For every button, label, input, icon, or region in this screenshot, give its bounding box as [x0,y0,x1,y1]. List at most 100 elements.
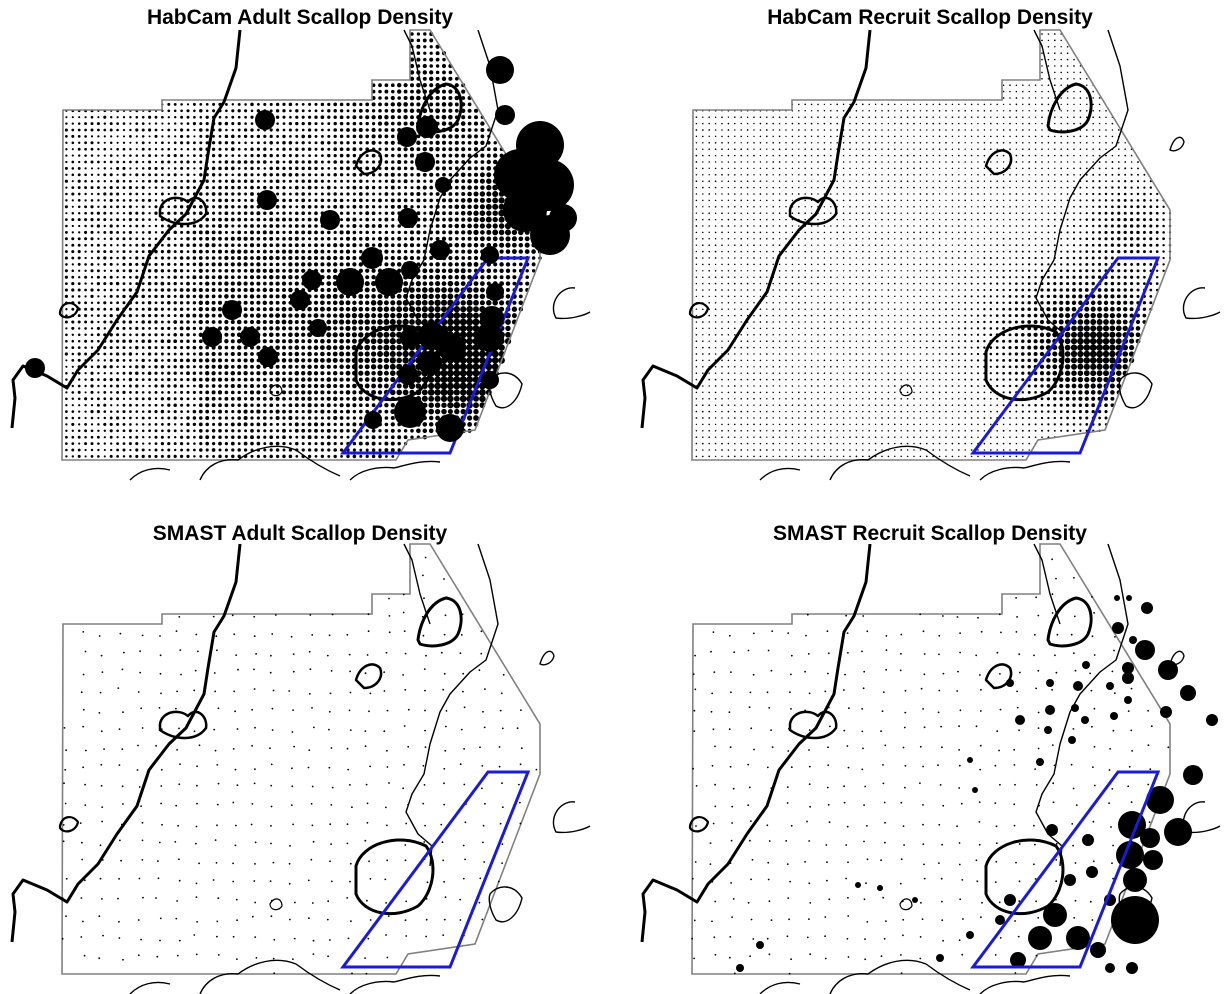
density-cell [141,237,145,241]
density-cell [390,198,395,203]
density-cell [467,422,472,427]
density-cell [1066,161,1069,163]
density-cell [275,102,280,107]
density-cell [333,154,337,158]
density-cell [480,185,485,190]
density-cell [473,402,479,409]
density-cell [308,141,311,145]
density-cell [129,141,132,144]
density-cell [103,275,107,279]
density-cell [364,351,370,357]
density-cell [473,140,479,145]
density-cell [1009,180,1011,183]
density-cell [333,390,338,395]
density-cell [365,166,370,171]
density-cell [804,129,806,131]
density-cell [371,198,376,203]
density-cell [269,429,273,433]
density-cell [71,397,75,401]
density-cell [231,429,235,433]
density-cell [721,186,723,189]
density-cell [109,198,113,202]
density-cell [970,103,973,106]
density-cell [97,205,100,208]
density-cell [415,318,422,326]
density-cell [1098,110,1101,112]
density-cell [791,167,794,170]
density-cell [932,110,934,112]
density-cell [96,275,100,279]
density-cell [224,230,228,234]
density-cell [339,377,344,382]
density-cell [231,192,235,196]
density-cell [448,198,453,203]
density-cell [473,204,479,210]
density-cell [122,410,126,414]
density-cell [346,454,350,459]
density-cell [148,128,152,132]
density-cell [1022,90,1024,93]
density-cell [230,249,235,254]
density-cell [727,122,730,125]
density-cell [454,83,459,88]
density-cell [154,154,158,157]
density-cell [913,129,915,131]
density-cell [759,174,762,176]
density-cell [90,359,94,362]
density-cell [996,135,999,138]
density-cell [224,217,229,222]
density-cell [461,89,466,94]
density-cell [1111,167,1114,170]
density-cell [198,268,203,273]
density-cell [384,383,389,389]
density-cell [1092,173,1095,176]
density-cell [467,223,472,229]
density-cell [109,454,113,458]
density-cell [211,153,216,158]
density-cell [1002,135,1005,138]
density-cell [71,384,74,388]
density-cell [454,166,459,171]
density-cell [90,147,94,151]
density-cell [180,410,183,413]
density-cell [198,262,203,267]
density-cell [263,377,267,382]
density-cell [434,408,441,415]
density-cell [1054,78,1056,80]
density-cell [1085,97,1088,99]
density-cell [448,76,453,81]
density-cell [141,167,145,170]
density-cell [868,148,871,151]
density-cell [321,186,324,189]
density-cell [205,377,210,382]
density-cell [473,287,479,293]
density-cell [384,256,389,260]
density-cell [1073,141,1075,144]
density-cell [173,378,177,382]
density-cell [320,371,325,376]
density-cell [791,116,794,118]
density-cell [116,410,119,413]
density-cell [823,154,826,157]
density-cell [958,161,960,163]
density-cell [212,186,216,190]
density-cell [791,142,794,144]
density-cell [874,142,877,144]
density-cell [122,237,126,241]
density-cell [493,153,498,158]
density-cell [384,435,389,439]
density-cell [1034,180,1037,182]
density-cell [1098,180,1101,183]
density-cell [282,288,286,292]
density-cell [211,441,216,446]
density-cell [352,160,357,164]
density-cell [313,364,319,369]
density-cell [454,192,459,196]
density-cell [842,142,845,144]
density-cell [1092,167,1095,170]
density-cell [466,356,474,364]
density-cell [1073,103,1075,106]
density-cell [205,199,209,202]
density-cell [842,103,845,106]
density-cell [333,109,337,113]
